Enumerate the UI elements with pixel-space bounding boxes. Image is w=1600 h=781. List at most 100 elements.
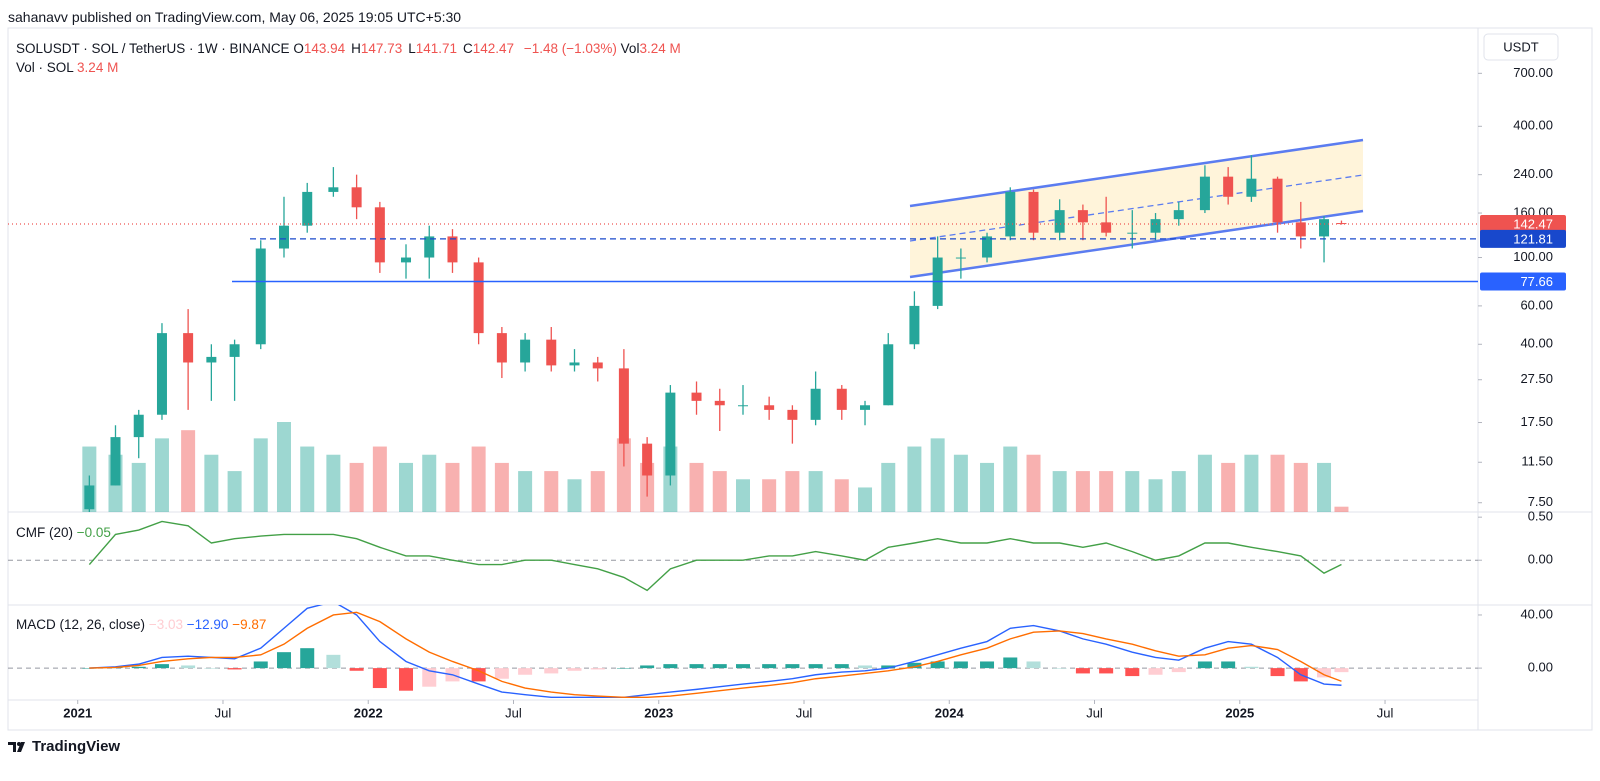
brand: TradingView [32,738,121,755]
macd-line [89,605,1342,699]
macd-hist-bar [1244,666,1259,669]
volume-bar [276,422,291,512]
currency-button[interactable] [1483,33,1559,61]
candle-body [278,225,289,249]
candle-body [714,400,725,406]
macd-hist-bar [1221,661,1236,669]
candle-body [206,356,217,363]
signal-line [89,611,1342,699]
candle-body [1199,176,1210,211]
macd-hist-bar [907,662,922,669]
volume-bar [858,487,873,512]
volume-bar [590,471,605,512]
symbol: SOLUSDT · SOL / TetherUS · 1W · BINANCE [16,41,290,56]
macd-hist-bar [1052,668,1067,669]
macd-hist-bar [640,665,655,669]
volume-bar [1003,446,1018,512]
macd-hist-bar [736,664,750,669]
ohlc-value: 147.73 [360,41,403,56]
volume-bar [445,462,460,512]
vol-line-value: 3.24 M [77,60,119,75]
volume-bar [349,462,364,512]
candle-body [955,257,966,259]
macd-hist-bar [762,664,777,669]
macd-value: −12.90 [186,617,229,632]
candle-body [110,437,121,486]
volume-bar [1221,462,1236,512]
frame [7,27,1593,731]
macd-hist-bar [131,666,146,669]
volume-bar [808,471,823,512]
volume-bar [372,446,387,512]
candle-body [691,392,702,401]
volume-bar [567,479,582,512]
x-tick-label: 2024 [935,705,965,720]
candle-body [255,248,266,345]
volume-bar [1270,454,1285,512]
ohlc-key: L [408,41,416,56]
volume-bar [1075,471,1090,512]
volume-bar [689,462,704,512]
candle-body [84,485,95,510]
candle-body [1246,178,1257,197]
macd-hist-bar [276,652,291,669]
macd-hist-bar [808,664,823,669]
volume-bar [736,479,750,512]
macd-title: MACD (12, 26, close) [16,617,146,632]
x-tick-label: Jul [1377,705,1394,720]
candle-body [1150,219,1161,233]
currency[interactable]: USDT [1503,39,1538,54]
candle-body [1101,222,1112,233]
x-tick-label: 2022 [354,705,383,720]
volume-bar [1026,454,1041,512]
macd-hist-bar [590,668,605,670]
volume-bar [1171,471,1186,512]
volume-bar [181,430,196,512]
candle-body [546,339,557,366]
volume-bar [544,471,559,512]
candle-body [1319,219,1330,237]
candle-body [302,191,313,226]
macd-hist-bar [834,664,849,669]
cmf-line [88,520,1342,592]
publisher: sahanavv published on TradingView.com, M… [8,9,462,25]
cmf-value: −0.05 [76,525,111,540]
volume-bar [227,471,242,512]
x-tick-label: Jul [796,705,813,720]
candle-body [229,344,240,357]
y-tick-label: 0.50 [1528,509,1553,524]
volume-bar [518,471,533,512]
candle-body [618,368,629,444]
candle-body [569,362,580,366]
y-tick-label: 40.00 [1520,336,1553,351]
price-tag-label: 142.47 [1513,216,1553,231]
macd-hist-bar [616,668,631,669]
ohlc-value: 142.47 [472,41,515,56]
volume-bar [907,446,922,512]
candle-body [401,257,412,263]
cmf-legend: CMF (20) −0.05 [16,525,111,540]
volume-bar [930,438,945,512]
macd-hist-bar [689,664,704,669]
ohlc: O143.94 H147.73 L141.71 C142.47 [293,41,520,56]
candle-body [447,236,458,263]
candle-body [1223,176,1234,197]
y-tick-label: 27.50 [1520,371,1553,386]
macd-hist-bar [82,668,97,669]
volume-bar [1148,479,1163,512]
volume-bar [834,479,849,512]
macd-hist-bar [1125,668,1140,677]
signal-value: −9.87 [232,617,267,632]
candle-body [473,262,484,334]
candle-body [1005,191,1016,237]
volume-bar [204,454,219,512]
y-tick-label: 60.00 [1520,297,1553,312]
vol: 3.24 M [639,41,681,56]
volume-bar [399,462,414,512]
candle-body [156,333,167,415]
candle-body [496,333,507,363]
macd-hist-bar [663,664,678,669]
axes: 2021 Jul 2022 Jul 2023 Jul 2024 Jul 2025 Jul 700.0… [63,65,1566,720]
volume-bar [980,462,995,512]
x-tick-label: Jul [1086,705,1103,720]
